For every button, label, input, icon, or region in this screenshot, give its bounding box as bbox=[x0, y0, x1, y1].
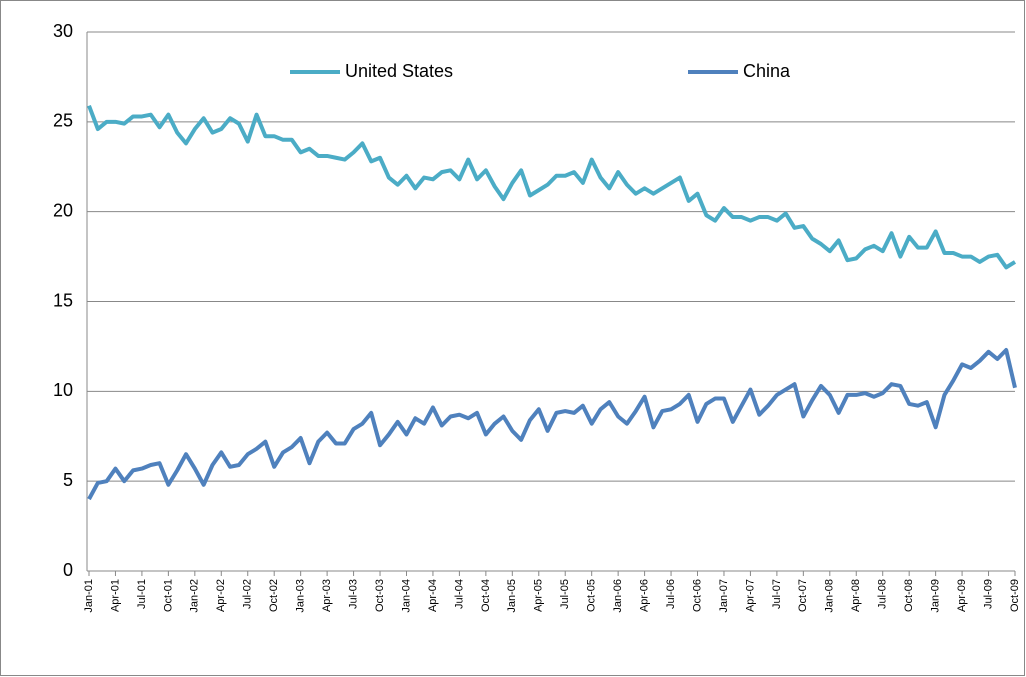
y-tick-label: 30 bbox=[53, 21, 73, 41]
x-tick-label: Oct-07 bbox=[797, 579, 809, 612]
x-tick-label: Oct-01 bbox=[162, 579, 174, 612]
x-tick-label: Apr-03 bbox=[321, 579, 333, 612]
legend-label: United States bbox=[345, 61, 453, 81]
x-tick-label: Apr-02 bbox=[215, 579, 227, 612]
x-tick-label: Jan-09 bbox=[930, 579, 942, 613]
x-tick-label: Jul-05 bbox=[559, 579, 571, 609]
x-tick-label: Oct-08 bbox=[903, 579, 915, 612]
x-tick-label: Apr-05 bbox=[533, 579, 545, 612]
x-tick-label: Apr-08 bbox=[850, 579, 862, 612]
x-tick-label: Apr-01 bbox=[109, 579, 121, 612]
x-tick-label: Jul-01 bbox=[136, 579, 148, 609]
x-tick-label: Jan-03 bbox=[295, 579, 307, 613]
x-tick-label: Jan-05 bbox=[506, 579, 518, 613]
x-tick-label: Jan-08 bbox=[824, 579, 836, 613]
x-tick-label: Oct-04 bbox=[480, 579, 492, 612]
x-tick-label: Jan-02 bbox=[189, 579, 201, 613]
x-tick-label: Apr-06 bbox=[639, 579, 651, 612]
legend-label: China bbox=[743, 61, 791, 81]
y-tick-label: 20 bbox=[53, 200, 73, 220]
x-tick-label: Apr-04 bbox=[427, 579, 439, 612]
x-tick-label: Jan-04 bbox=[400, 579, 412, 613]
x-tick-label: Jan-07 bbox=[718, 579, 730, 613]
x-tick-label: Oct-02 bbox=[268, 579, 280, 612]
x-tick-label: Jul-08 bbox=[877, 579, 889, 609]
x-tick-label: Oct-06 bbox=[691, 579, 703, 612]
y-tick-label: 25 bbox=[53, 111, 73, 131]
x-tick-label: Jul-07 bbox=[771, 579, 783, 609]
x-tick-label: Jul-03 bbox=[347, 579, 359, 609]
x-tick-label: Apr-09 bbox=[956, 579, 968, 612]
series-line bbox=[87, 104, 1017, 270]
x-tick-label: Oct-05 bbox=[586, 579, 598, 612]
x-tick-label: Oct-03 bbox=[374, 579, 386, 612]
x-tick-label: Jul-02 bbox=[242, 579, 254, 609]
y-tick-label: 5 bbox=[63, 470, 73, 490]
y-tick-label: 10 bbox=[53, 380, 73, 400]
x-tick-label: Jan-01 bbox=[83, 579, 95, 613]
series-line bbox=[87, 348, 1017, 501]
x-tick-label: Jul-09 bbox=[982, 579, 994, 609]
x-tick-label: Oct-09 bbox=[1009, 579, 1021, 612]
x-tick-label: Jan-06 bbox=[612, 579, 624, 613]
x-tick-label: Jul-04 bbox=[453, 579, 465, 609]
x-tick-label: Apr-07 bbox=[744, 579, 756, 612]
y-tick-label: 0 bbox=[63, 560, 73, 580]
y-tick-label: 15 bbox=[53, 290, 73, 310]
x-tick-label: Jul-06 bbox=[665, 579, 677, 609]
